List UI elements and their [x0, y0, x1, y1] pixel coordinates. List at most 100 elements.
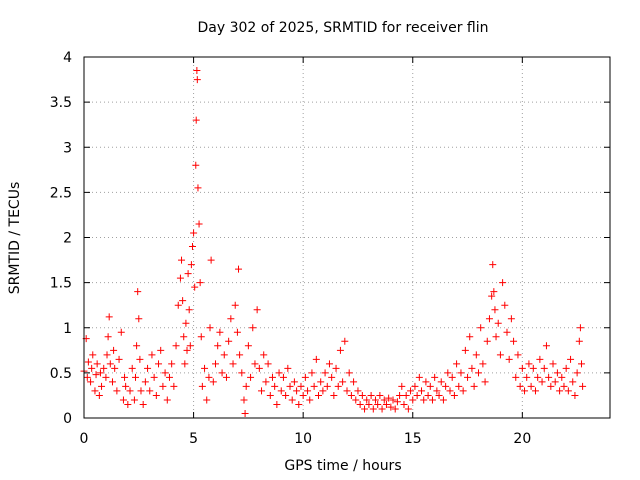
data-point [551, 378, 559, 386]
data-point [510, 337, 518, 345]
data-point [273, 400, 281, 408]
data-point [343, 387, 351, 395]
data-point [135, 315, 143, 323]
data-point [144, 364, 152, 372]
x-tick-label: 20 [513, 431, 531, 447]
data-point [457, 369, 465, 377]
data-point [241, 409, 249, 417]
data-point [347, 391, 355, 399]
data-point [150, 373, 158, 381]
data-point [108, 378, 116, 386]
data-point [163, 396, 171, 404]
data-point [87, 378, 95, 386]
data-point [111, 364, 119, 372]
data-point [321, 369, 329, 377]
data-point [231, 301, 239, 309]
data-point [251, 360, 259, 368]
data-point [124, 400, 132, 408]
data-point [521, 387, 529, 395]
data-point [420, 396, 428, 404]
data-point [422, 378, 430, 386]
data-point [437, 378, 445, 386]
data-point [126, 387, 134, 395]
data-point [328, 373, 336, 381]
data-point [225, 337, 233, 345]
data-point [389, 396, 397, 404]
data-point [178, 256, 186, 264]
axis-ticks [83, 56, 610, 419]
x-axis-label: GPS time / hours [284, 458, 401, 474]
data-point [236, 351, 244, 359]
data-point [391, 405, 399, 413]
y-tick-label: 3.5 [50, 95, 72, 111]
data-point [271, 382, 279, 390]
data-point [103, 351, 111, 359]
data-point [141, 378, 149, 386]
data-point [301, 373, 309, 381]
data-point [235, 265, 243, 273]
data-point [304, 387, 312, 395]
data-point [176, 274, 184, 282]
data-point [244, 342, 252, 350]
data-point [92, 371, 100, 379]
y-tick-label: 0 [63, 411, 72, 427]
data-point [542, 342, 550, 350]
data-point [137, 387, 145, 395]
data-point [573, 369, 581, 377]
data-point [218, 369, 226, 377]
data-point [407, 387, 415, 395]
data-point [161, 369, 169, 377]
x-tick-label: 10 [294, 431, 312, 447]
y-tick-label: 1 [63, 321, 72, 337]
data-point [279, 373, 287, 381]
data-point [433, 387, 441, 395]
data-point [569, 378, 577, 386]
data-point [494, 319, 502, 327]
data-point [187, 261, 195, 269]
data-point [180, 333, 188, 341]
data-point [157, 346, 165, 354]
data-point [115, 355, 123, 363]
data-point [297, 382, 305, 390]
data-point [100, 364, 108, 372]
data-point [358, 391, 366, 399]
data-point [136, 355, 144, 363]
data-point [512, 373, 520, 381]
data-point [531, 387, 539, 395]
data-point [529, 364, 537, 372]
data-point [290, 378, 298, 386]
data-point [363, 396, 371, 404]
data-point [442, 382, 450, 390]
data-point [475, 369, 482, 377]
y-tick-label: 2.5 [50, 185, 72, 201]
data-point [448, 373, 456, 381]
data-point [220, 351, 228, 359]
data-point [152, 391, 160, 399]
data-point [262, 378, 270, 386]
data-point [98, 382, 106, 390]
x-tick-labels: 0 5 10 15 20 [80, 431, 532, 447]
data-point [450, 391, 458, 399]
data-point [523, 373, 531, 381]
data-point [479, 360, 487, 368]
data-point [534, 373, 542, 381]
data-point [193, 67, 201, 75]
data-point [426, 382, 434, 390]
data-point [247, 373, 255, 381]
data-point [121, 373, 129, 381]
data-point [446, 387, 454, 395]
data-point [354, 387, 362, 395]
data-point [198, 382, 206, 390]
data-point [194, 184, 202, 192]
data-point [507, 315, 515, 323]
data-point [83, 373, 91, 381]
data-point [253, 306, 261, 314]
data-point [282, 391, 290, 399]
data-point [260, 351, 268, 359]
data-point [483, 337, 491, 345]
data-point [371, 396, 379, 404]
data-point [148, 351, 156, 359]
data-point [238, 369, 246, 377]
data-point [106, 360, 114, 368]
